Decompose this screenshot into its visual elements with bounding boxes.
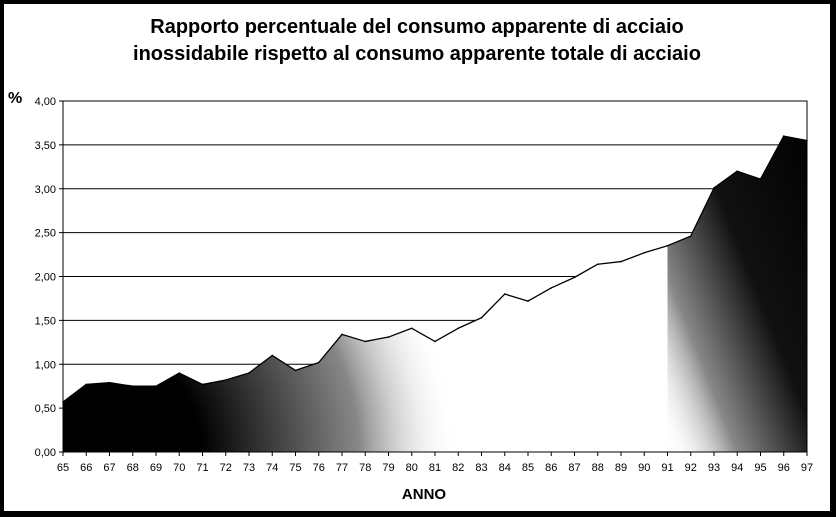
- x-tick-label: 74: [266, 462, 278, 474]
- chart-title-line2: inossidabile rispetto al consumo apparen…: [133, 43, 701, 65]
- y-axis-unit-label: %: [8, 90, 22, 107]
- data-point-93: [713, 187, 715, 189]
- x-tick-label: 97: [801, 462, 813, 474]
- data-point-84: [503, 293, 506, 295]
- x-tick-label: 91: [661, 462, 673, 474]
- data-point-80: [410, 327, 413, 330]
- data-point-72: [224, 379, 227, 381]
- area-shade-right: [667, 136, 807, 452]
- data-point-78: [364, 340, 367, 343]
- x-tick-label: 82: [452, 462, 464, 474]
- data-point-89: [620, 260, 622, 263]
- x-tick-label: 76: [313, 462, 325, 474]
- x-tick-label: 66: [80, 462, 92, 474]
- series-line-group: [62, 135, 808, 403]
- x-tick-label: 90: [638, 462, 650, 474]
- x-axis-title: ANNO: [402, 486, 446, 503]
- x-tick-label: 67: [103, 462, 115, 474]
- data-point-66: [85, 383, 88, 386]
- x-tick-label: 86: [545, 462, 557, 474]
- y-tick-label: 0,50: [35, 403, 56, 415]
- data-point-87: [573, 276, 576, 279]
- chart-frame: Rapporto percentuale del consumo apparen…: [4, 4, 830, 511]
- y-axis-ticks: 0,00 0,50 1,00 1,50 2,00 2,50 3,00 3,50 4,00: [35, 96, 63, 459]
- data-point-67: [108, 381, 111, 384]
- x-tick-label: 95: [754, 462, 766, 474]
- x-tick-label: 69: [150, 462, 162, 474]
- y-tick-label: 0,00: [35, 447, 56, 459]
- x-tick-label: 73: [243, 462, 255, 474]
- x-tick-label: 65: [57, 462, 69, 474]
- x-tick-label: 70: [173, 462, 185, 474]
- x-tick-label: 71: [196, 462, 208, 474]
- data-point-70: [178, 372, 181, 374]
- data-point-96: [782, 135, 785, 137]
- data-point-69: [155, 385, 157, 387]
- y-tick-label: 3,50: [35, 140, 56, 152]
- y-tick-label: 1,00: [35, 359, 56, 371]
- x-tick-label: 87: [568, 462, 580, 474]
- x-tick-label: 88: [592, 462, 604, 474]
- x-tick-label: 85: [522, 462, 534, 474]
- data-point-95: [759, 178, 762, 180]
- data-point-90: [643, 252, 646, 254]
- y-tick-label: 3,00: [35, 184, 56, 196]
- data-point-81: [434, 340, 436, 343]
- data-point-82: [457, 327, 460, 330]
- data-point-92: [689, 235, 692, 237]
- data-point-74: [271, 354, 274, 357]
- data-point-94: [736, 170, 739, 172]
- data-point-73: [248, 372, 250, 374]
- data-point-77: [341, 333, 343, 336]
- x-tick-label: 81: [429, 462, 441, 474]
- x-tick-label: 83: [475, 462, 487, 474]
- data-point-71: [201, 383, 204, 386]
- x-tick-label: 94: [731, 462, 743, 474]
- x-tick-label: 79: [382, 462, 394, 474]
- data-point-83: [480, 316, 483, 319]
- data-point-91: [666, 244, 669, 247]
- y-tick-label: 1,50: [35, 315, 56, 327]
- y-tick-label: 4,00: [35, 96, 56, 108]
- y-tick-label: 2,50: [35, 228, 56, 240]
- x-tick-label: 96: [778, 462, 790, 474]
- x-axis-ticks: 65 66 67 68 69 70 71 72 73 74 75 76 77 78 79 80 81 82 83 84…: [57, 452, 813, 474]
- x-tick-label: 75: [289, 462, 301, 474]
- x-tick-label: 78: [359, 462, 371, 474]
- x-tick-label: 93: [708, 462, 720, 474]
- x-tick-label: 89: [615, 462, 627, 474]
- x-tick-label: 84: [499, 462, 511, 474]
- chart: Rapporto percentuale del consumo apparen…: [8, 16, 813, 503]
- data-point-86: [550, 287, 553, 289]
- x-tick-label: 92: [685, 462, 697, 474]
- data-point-85: [527, 300, 529, 302]
- x-tick-label: 72: [220, 462, 232, 474]
- data-point-68: [131, 385, 134, 387]
- x-tick-label: 68: [127, 462, 139, 474]
- x-tick-label: 77: [336, 462, 348, 474]
- data-point-75: [294, 369, 297, 372]
- y-tick-label: 2,00: [35, 272, 56, 284]
- x-tick-label: 80: [406, 462, 418, 474]
- data-point-76: [317, 361, 320, 364]
- data-point-79: [387, 336, 390, 338]
- data-point-88: [596, 263, 599, 266]
- chart-title-line1: Rapporto percentuale del consumo apparen…: [150, 16, 683, 38]
